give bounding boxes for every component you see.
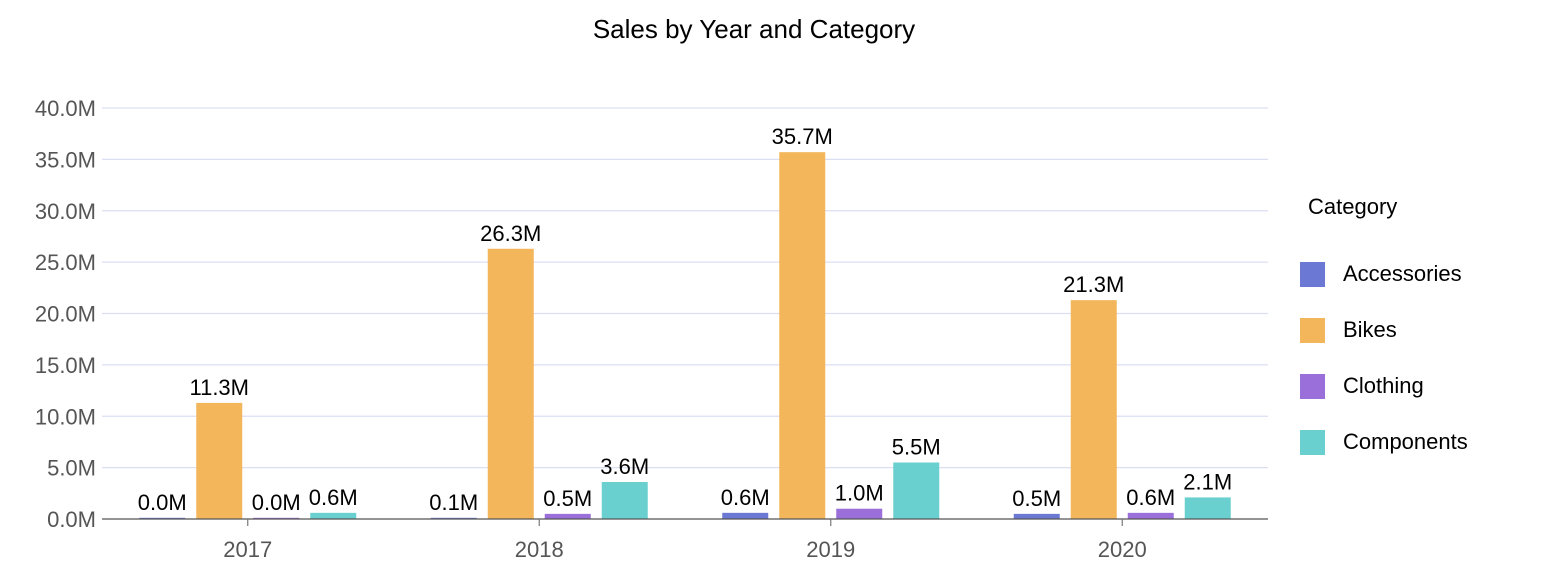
legend-swatch (1300, 261, 1325, 287)
legend-swatch (1300, 317, 1325, 343)
y-tick-label: 10.0M (35, 404, 96, 429)
data-label: 5.5M (892, 434, 941, 459)
data-label: 0.0M (138, 490, 187, 515)
gridlines (102, 107, 1268, 469)
bar-bikes-2019[interactable] (779, 152, 826, 519)
y-tick-label: 30.0M (35, 199, 96, 224)
bar-components-2020[interactable] (1184, 497, 1231, 519)
data-label: 26.3M (480, 221, 541, 246)
data-labels: 0.0M 11.3M 0.0M 0.6M 0.1M 26.3M 0.5M 3.6M 0.6M 35… (138, 124, 1232, 515)
x-tick-label: 2019 (806, 537, 855, 562)
bar-components-2017[interactable] (310, 512, 357, 519)
data-label: 0.6M (1126, 485, 1175, 510)
legend-label: Bikes (1343, 317, 1397, 342)
legend-label: Clothing (1343, 373, 1424, 398)
x-tick-label: 2017 (223, 537, 272, 562)
legend-label: Components (1343, 429, 1468, 454)
chart-title: Sales by Year and Category (592, 14, 916, 44)
data-label: 21.3M (1063, 272, 1124, 297)
bar-accessories-2019[interactable] (722, 512, 769, 519)
bar-bikes-2018[interactable] (487, 248, 534, 519)
y-tick-label: 35.0M (35, 147, 96, 172)
legend-item-accessories[interactable]: Accessories (1300, 246, 1468, 302)
data-label: 0.6M (309, 485, 358, 510)
data-label: 0.0M (252, 490, 301, 515)
y-tick-label: 20.0M (35, 302, 96, 327)
y-axis: 0.0M 5.0M 10.0M 15.0M 20.0M 25.0M 30.0M 35.0M 40… (35, 96, 96, 532)
x-tick-label: 2020 (1098, 537, 1147, 562)
bars (139, 152, 1231, 519)
y-tick-label: 25.0M (35, 250, 96, 275)
bar-components-2018[interactable] (601, 482, 648, 519)
bar-clothing-2019[interactable] (836, 508, 883, 519)
bar-bikes-2017[interactable] (196, 402, 243, 519)
data-label: 35.7M (772, 124, 833, 149)
x-tick-label: 2018 (515, 537, 564, 562)
y-tick-label: 5.0M (47, 456, 96, 481)
legend-item-components[interactable]: Components (1300, 414, 1468, 470)
legend-swatch (1300, 429, 1325, 455)
data-label: 11.3M (189, 375, 249, 400)
y-tick-label: 15.0M (35, 353, 96, 378)
bar-bikes-2020[interactable] (1070, 300, 1117, 519)
data-label: 0.5M (1012, 486, 1061, 511)
y-tick-label: 40.0M (35, 96, 96, 121)
legend-item-clothing[interactable]: Clothing (1300, 358, 1468, 414)
data-label: 0.5M (543, 486, 592, 511)
x-axis: 2017 2018 2019 2020 (102, 518, 1268, 562)
bar-accessories-2020[interactable] (1013, 513, 1060, 519)
legend-label: Accessories (1343, 261, 1462, 286)
bar-components-2019[interactable] (893, 462, 940, 519)
data-label: 2.1M (1183, 469, 1232, 494)
bar-clothing-2020[interactable] (1127, 512, 1174, 519)
legend-item-bikes[interactable]: Bikes (1300, 302, 1468, 358)
data-label: 3.6M (600, 454, 649, 479)
data-label: 0.1M (429, 490, 478, 515)
data-label: 0.6M (721, 485, 770, 510)
legend-swatch (1300, 373, 1325, 399)
bar-clothing-2018[interactable] (544, 513, 591, 519)
legend: Category Accessories Bikes Clothing Compone… (1300, 194, 1468, 470)
legend-title: Category (1308, 194, 1398, 219)
data-label: 1.0M (835, 481, 884, 506)
y-tick-label: 0.0M (47, 507, 96, 532)
